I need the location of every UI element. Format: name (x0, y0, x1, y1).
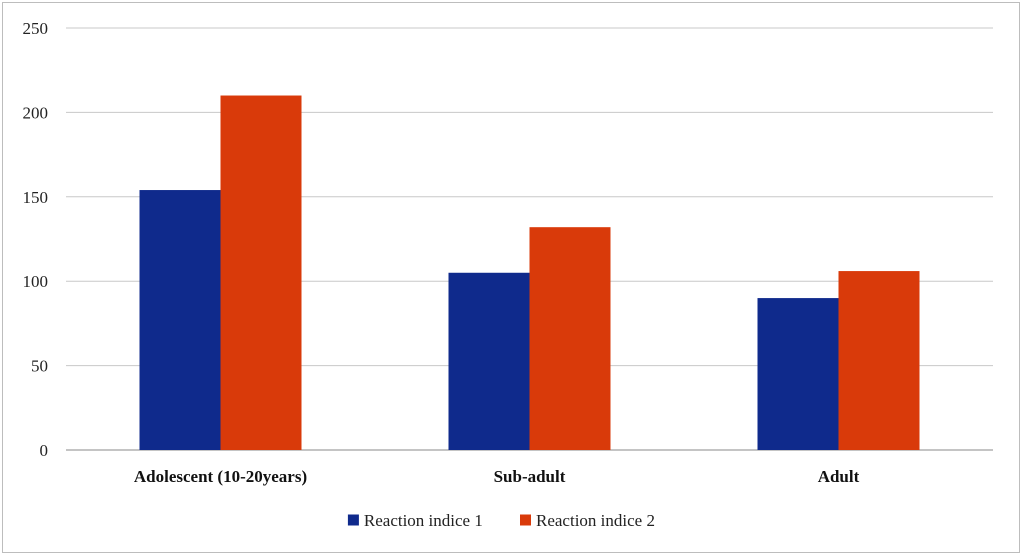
y-tick-label: 250 (23, 19, 49, 38)
bar-1-3 (757, 298, 839, 450)
bar-2-3 (838, 271, 920, 450)
legend-label: Reaction indice 1 (364, 511, 483, 530)
legend-label: Reaction indice 2 (536, 511, 655, 530)
x-category-label: Adult (818, 467, 860, 486)
bar-2-1 (220, 95, 302, 451)
y-tick-label: 50 (31, 357, 48, 376)
x-category-label: Sub-adult (494, 467, 566, 486)
x-axis-categories: Adolescent (10-20years) Sub-adult Adult (134, 467, 860, 486)
bar-1-2 (448, 272, 530, 450)
y-tick-label: 200 (23, 103, 49, 122)
y-tick-label: 100 (23, 272, 49, 291)
legend: Reaction indice 1 Reaction indice 2 (347, 511, 655, 530)
x-category-label: Adolescent (10-20years) (134, 467, 307, 486)
y-axis-ticks: 0 50 100 150 200 250 (23, 19, 49, 460)
legend-swatch (520, 514, 531, 526)
bar-1-1 (139, 190, 221, 450)
y-tick-label: 0 (40, 441, 49, 460)
legend-swatch (347, 514, 359, 526)
bar-2-2 (529, 227, 611, 450)
y-tick-label: 150 (23, 188, 49, 207)
bars (139, 95, 920, 451)
